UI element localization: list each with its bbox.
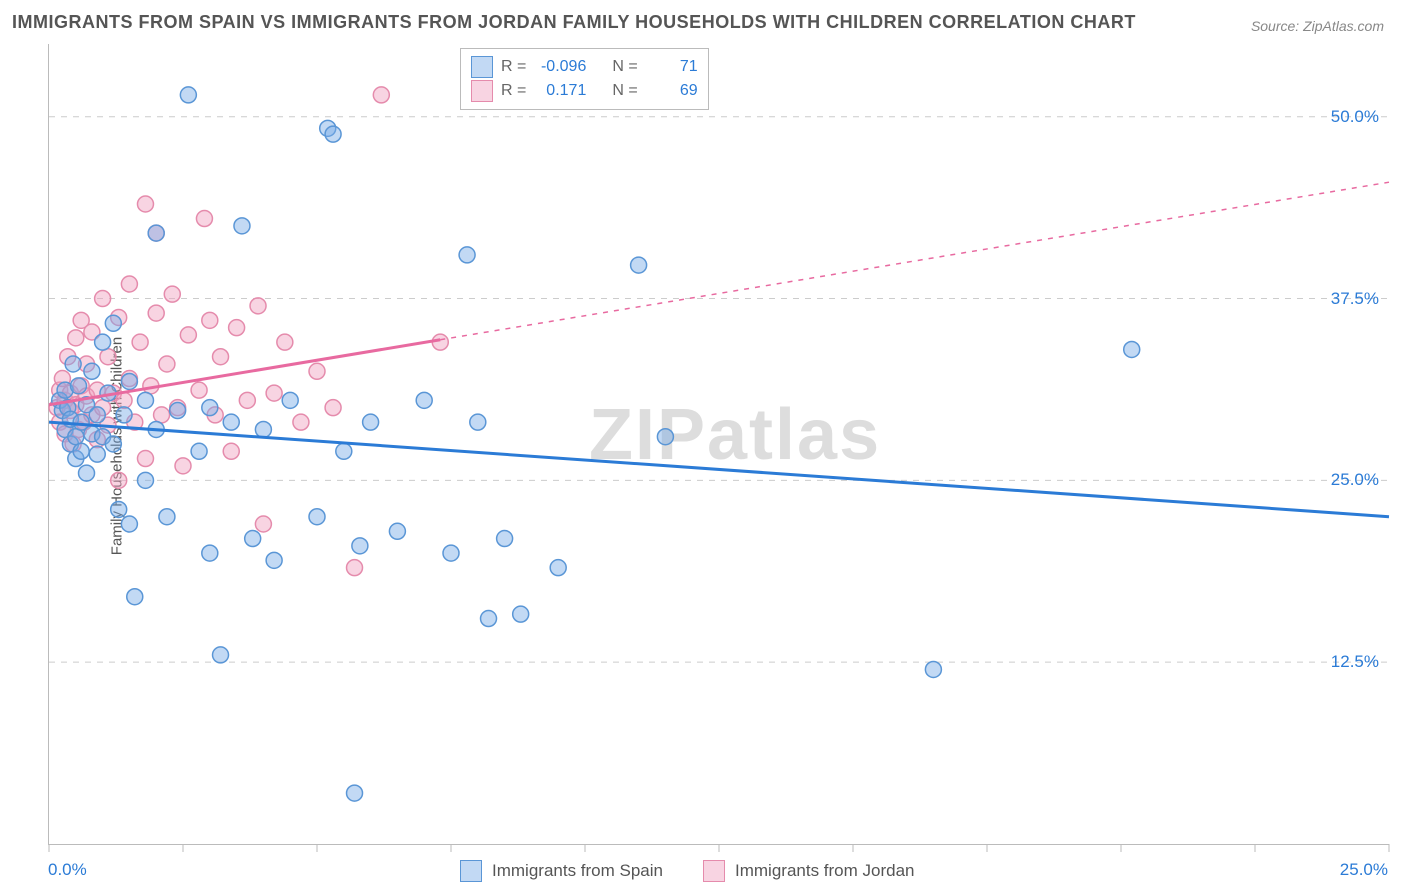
stats-legend: R = -0.096 N = 71 R = 0.171 N = 69 [460, 48, 709, 110]
r-label: R = [501, 79, 526, 103]
n-label: N = [612, 55, 637, 79]
swatch-jordan-bottom [703, 860, 725, 882]
n-value-spain: 71 [646, 55, 698, 79]
swatch-jordan [471, 80, 493, 102]
swatch-spain-bottom [460, 860, 482, 882]
r-label: R = [501, 55, 526, 79]
legend-label-spain: Immigrants from Spain [492, 861, 663, 881]
stats-row-jordan: R = 0.171 N = 69 [471, 79, 698, 103]
series-legend: Immigrants from Spain Immigrants from Jo… [460, 860, 915, 882]
y-tick-label: 37.5% [1331, 289, 1379, 309]
x-min-label: 0.0% [48, 860, 87, 880]
n-label: N = [612, 79, 637, 103]
chart-svg [49, 44, 1389, 844]
y-tick-label: 12.5% [1331, 652, 1379, 672]
r-value-spain: -0.096 [534, 55, 586, 79]
chart-title: IMMIGRANTS FROM SPAIN VS IMMIGRANTS FROM… [12, 12, 1136, 33]
y-tick-label: 25.0% [1331, 470, 1379, 490]
n-value-jordan: 69 [646, 79, 698, 103]
legend-label-jordan: Immigrants from Jordan [735, 861, 915, 881]
source-label: Source: ZipAtlas.com [1251, 18, 1384, 34]
plot-area: ZIPatlas 12.5%25.0%37.5%50.0% [48, 44, 1389, 845]
x-max-label: 25.0% [1340, 860, 1388, 880]
swatch-spain [471, 56, 493, 78]
stats-row-spain: R = -0.096 N = 71 [471, 55, 698, 79]
chart-container: IMMIGRANTS FROM SPAIN VS IMMIGRANTS FROM… [0, 0, 1406, 892]
r-value-jordan: 0.171 [534, 79, 586, 103]
y-tick-label: 50.0% [1331, 107, 1379, 127]
